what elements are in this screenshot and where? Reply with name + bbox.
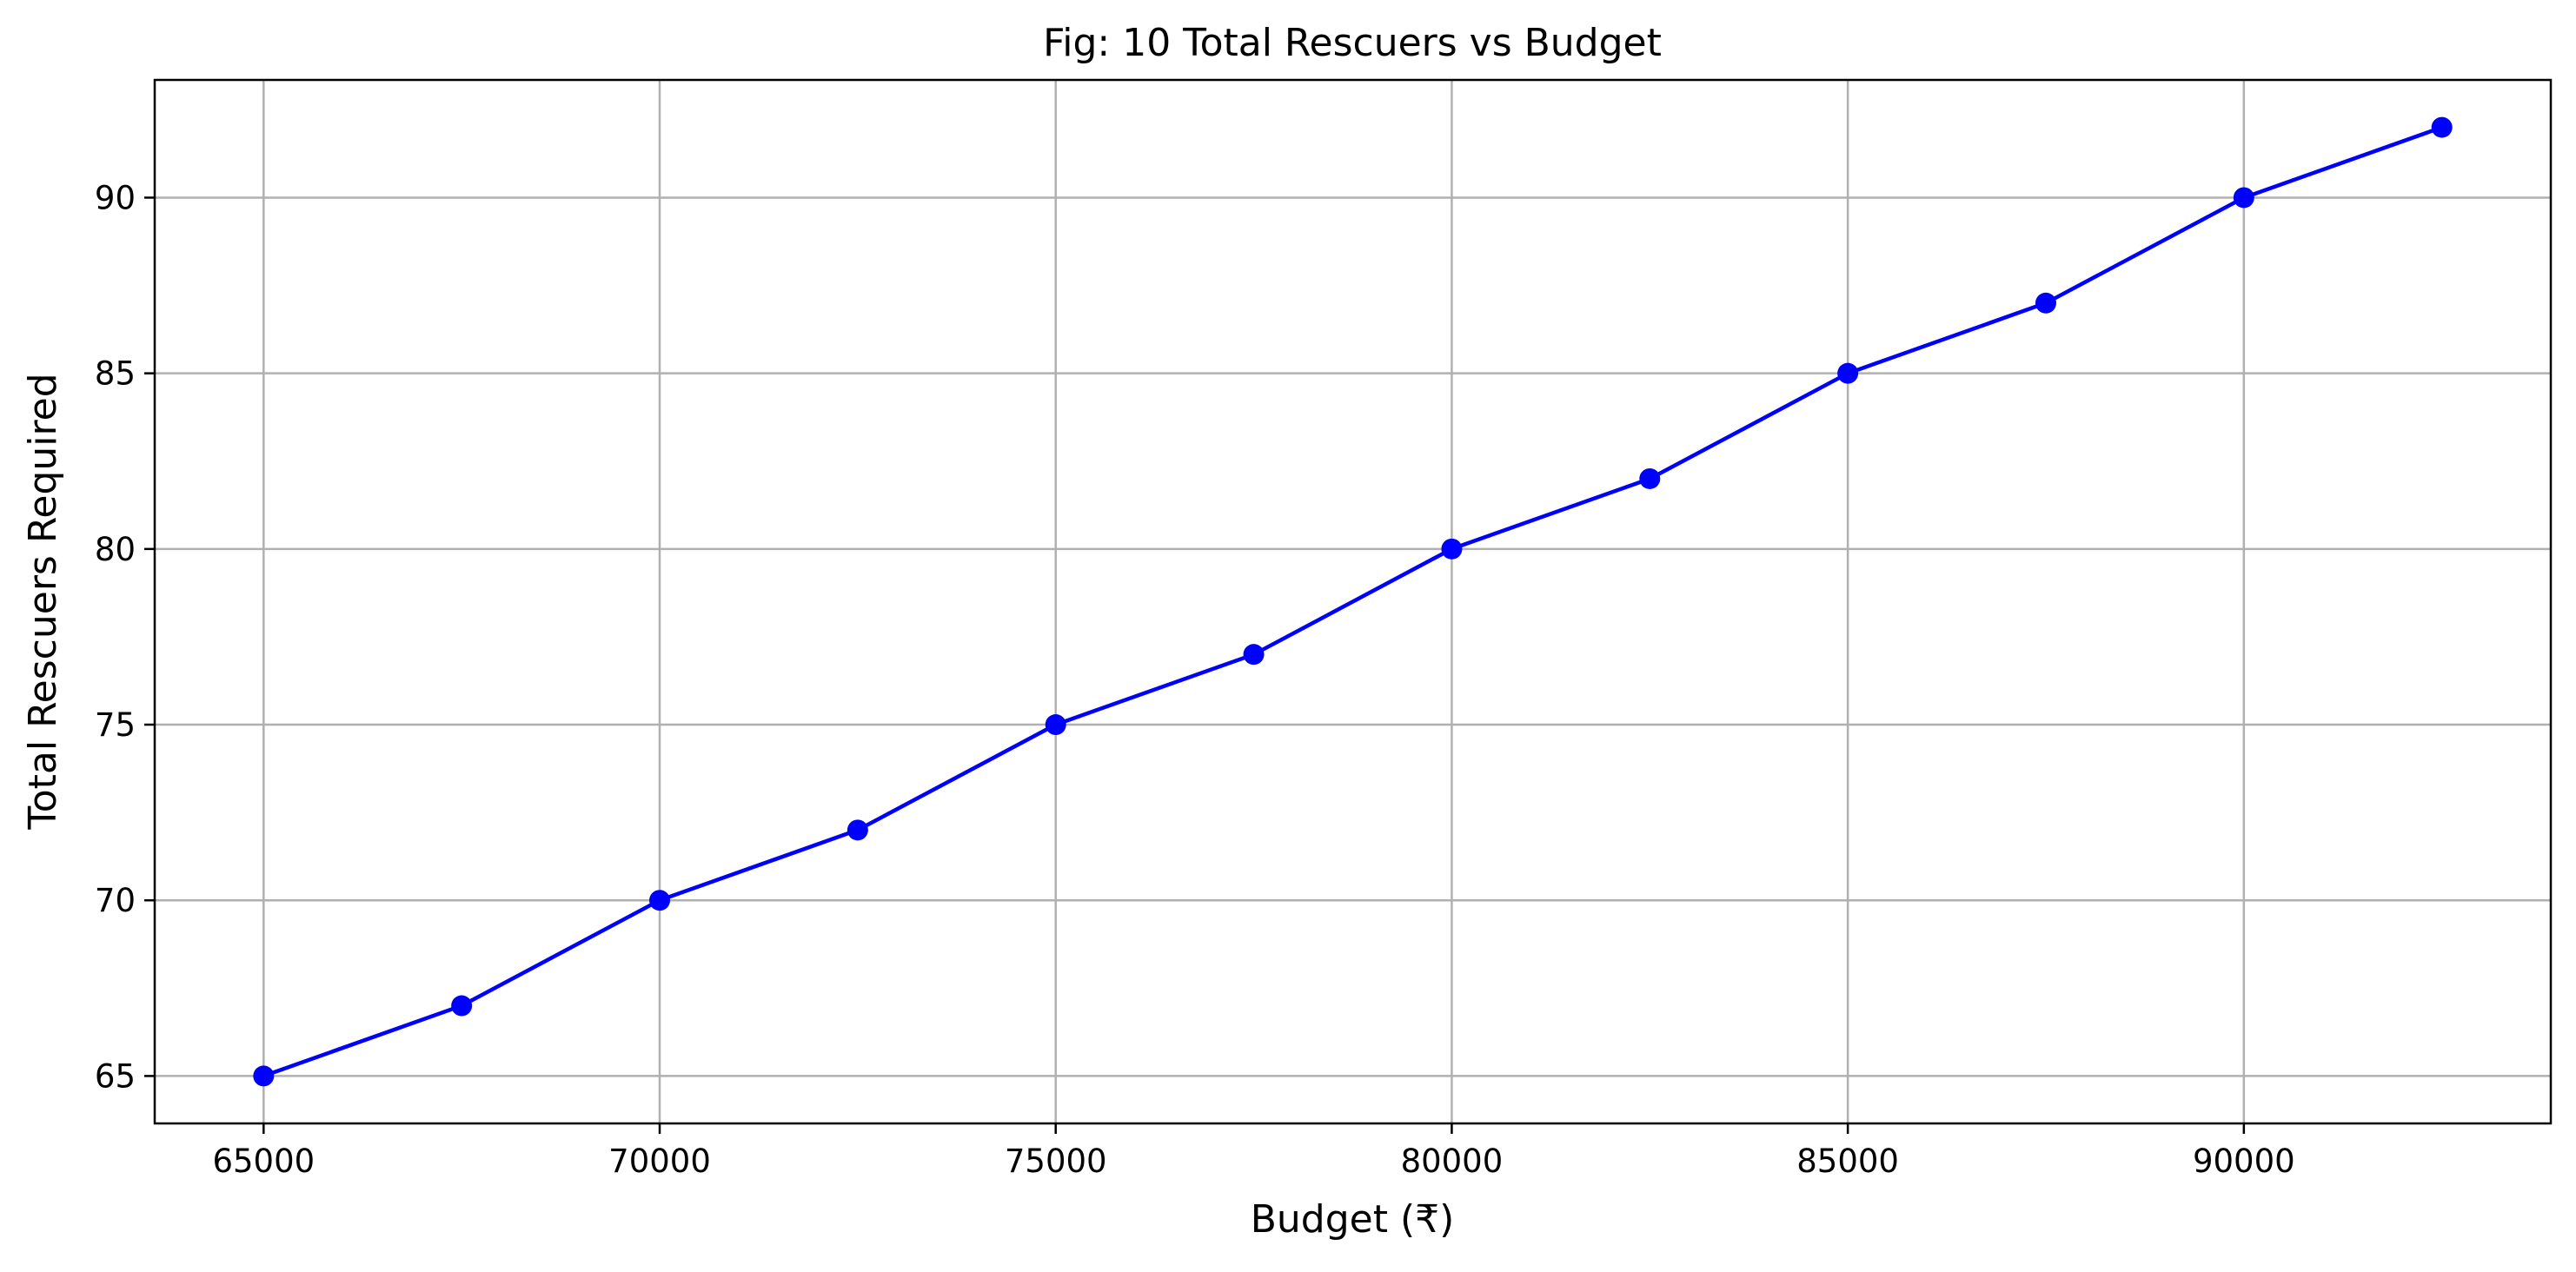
data-point: [2233, 187, 2254, 209]
x-axis-label: Budget (₹): [1251, 1197, 1455, 1242]
x-tick-label: 90000: [2193, 1143, 2295, 1180]
x-tick-label: 85000: [1796, 1143, 1899, 1180]
data-point: [451, 995, 473, 1017]
y-tick-label: 70: [95, 882, 136, 919]
x-tick-label: 70000: [608, 1143, 711, 1180]
x-tick-label: 80000: [1401, 1143, 1504, 1180]
data-point: [1045, 714, 1066, 736]
data-point: [1639, 467, 1661, 489]
data-point: [1441, 538, 1463, 560]
y-tick-label: 75: [95, 706, 136, 744]
data-point: [649, 890, 671, 911]
data-point: [2431, 116, 2453, 138]
y-tick-label: 90: [95, 179, 136, 216]
grid: [155, 80, 2551, 1123]
data-point: [253, 1065, 275, 1087]
data-point: [846, 819, 868, 841]
data-point: [2035, 292, 2056, 314]
series-line: [262, 125, 2443, 1078]
ticks: 65000 70000 75000 80000 85000 90000 65 70 75 80 85…: [95, 179, 2295, 1180]
data-point: [1837, 362, 1859, 384]
y-tick-label: 85: [95, 355, 136, 393]
data-point: [1243, 644, 1265, 666]
series: [253, 116, 2453, 1087]
y-axis-label: Total Rescuers Required: [21, 373, 65, 830]
x-tick-label: 65000: [212, 1143, 315, 1180]
plot-frame: [153, 78, 2553, 1125]
x-tick-label: 75000: [1005, 1143, 1107, 1180]
y-tick-label: 65: [95, 1057, 136, 1095]
y-tick-label: 80: [95, 531, 136, 568]
chart-title: Fig: 10 Total Rescuers vs Budget: [1043, 21, 1662, 65]
